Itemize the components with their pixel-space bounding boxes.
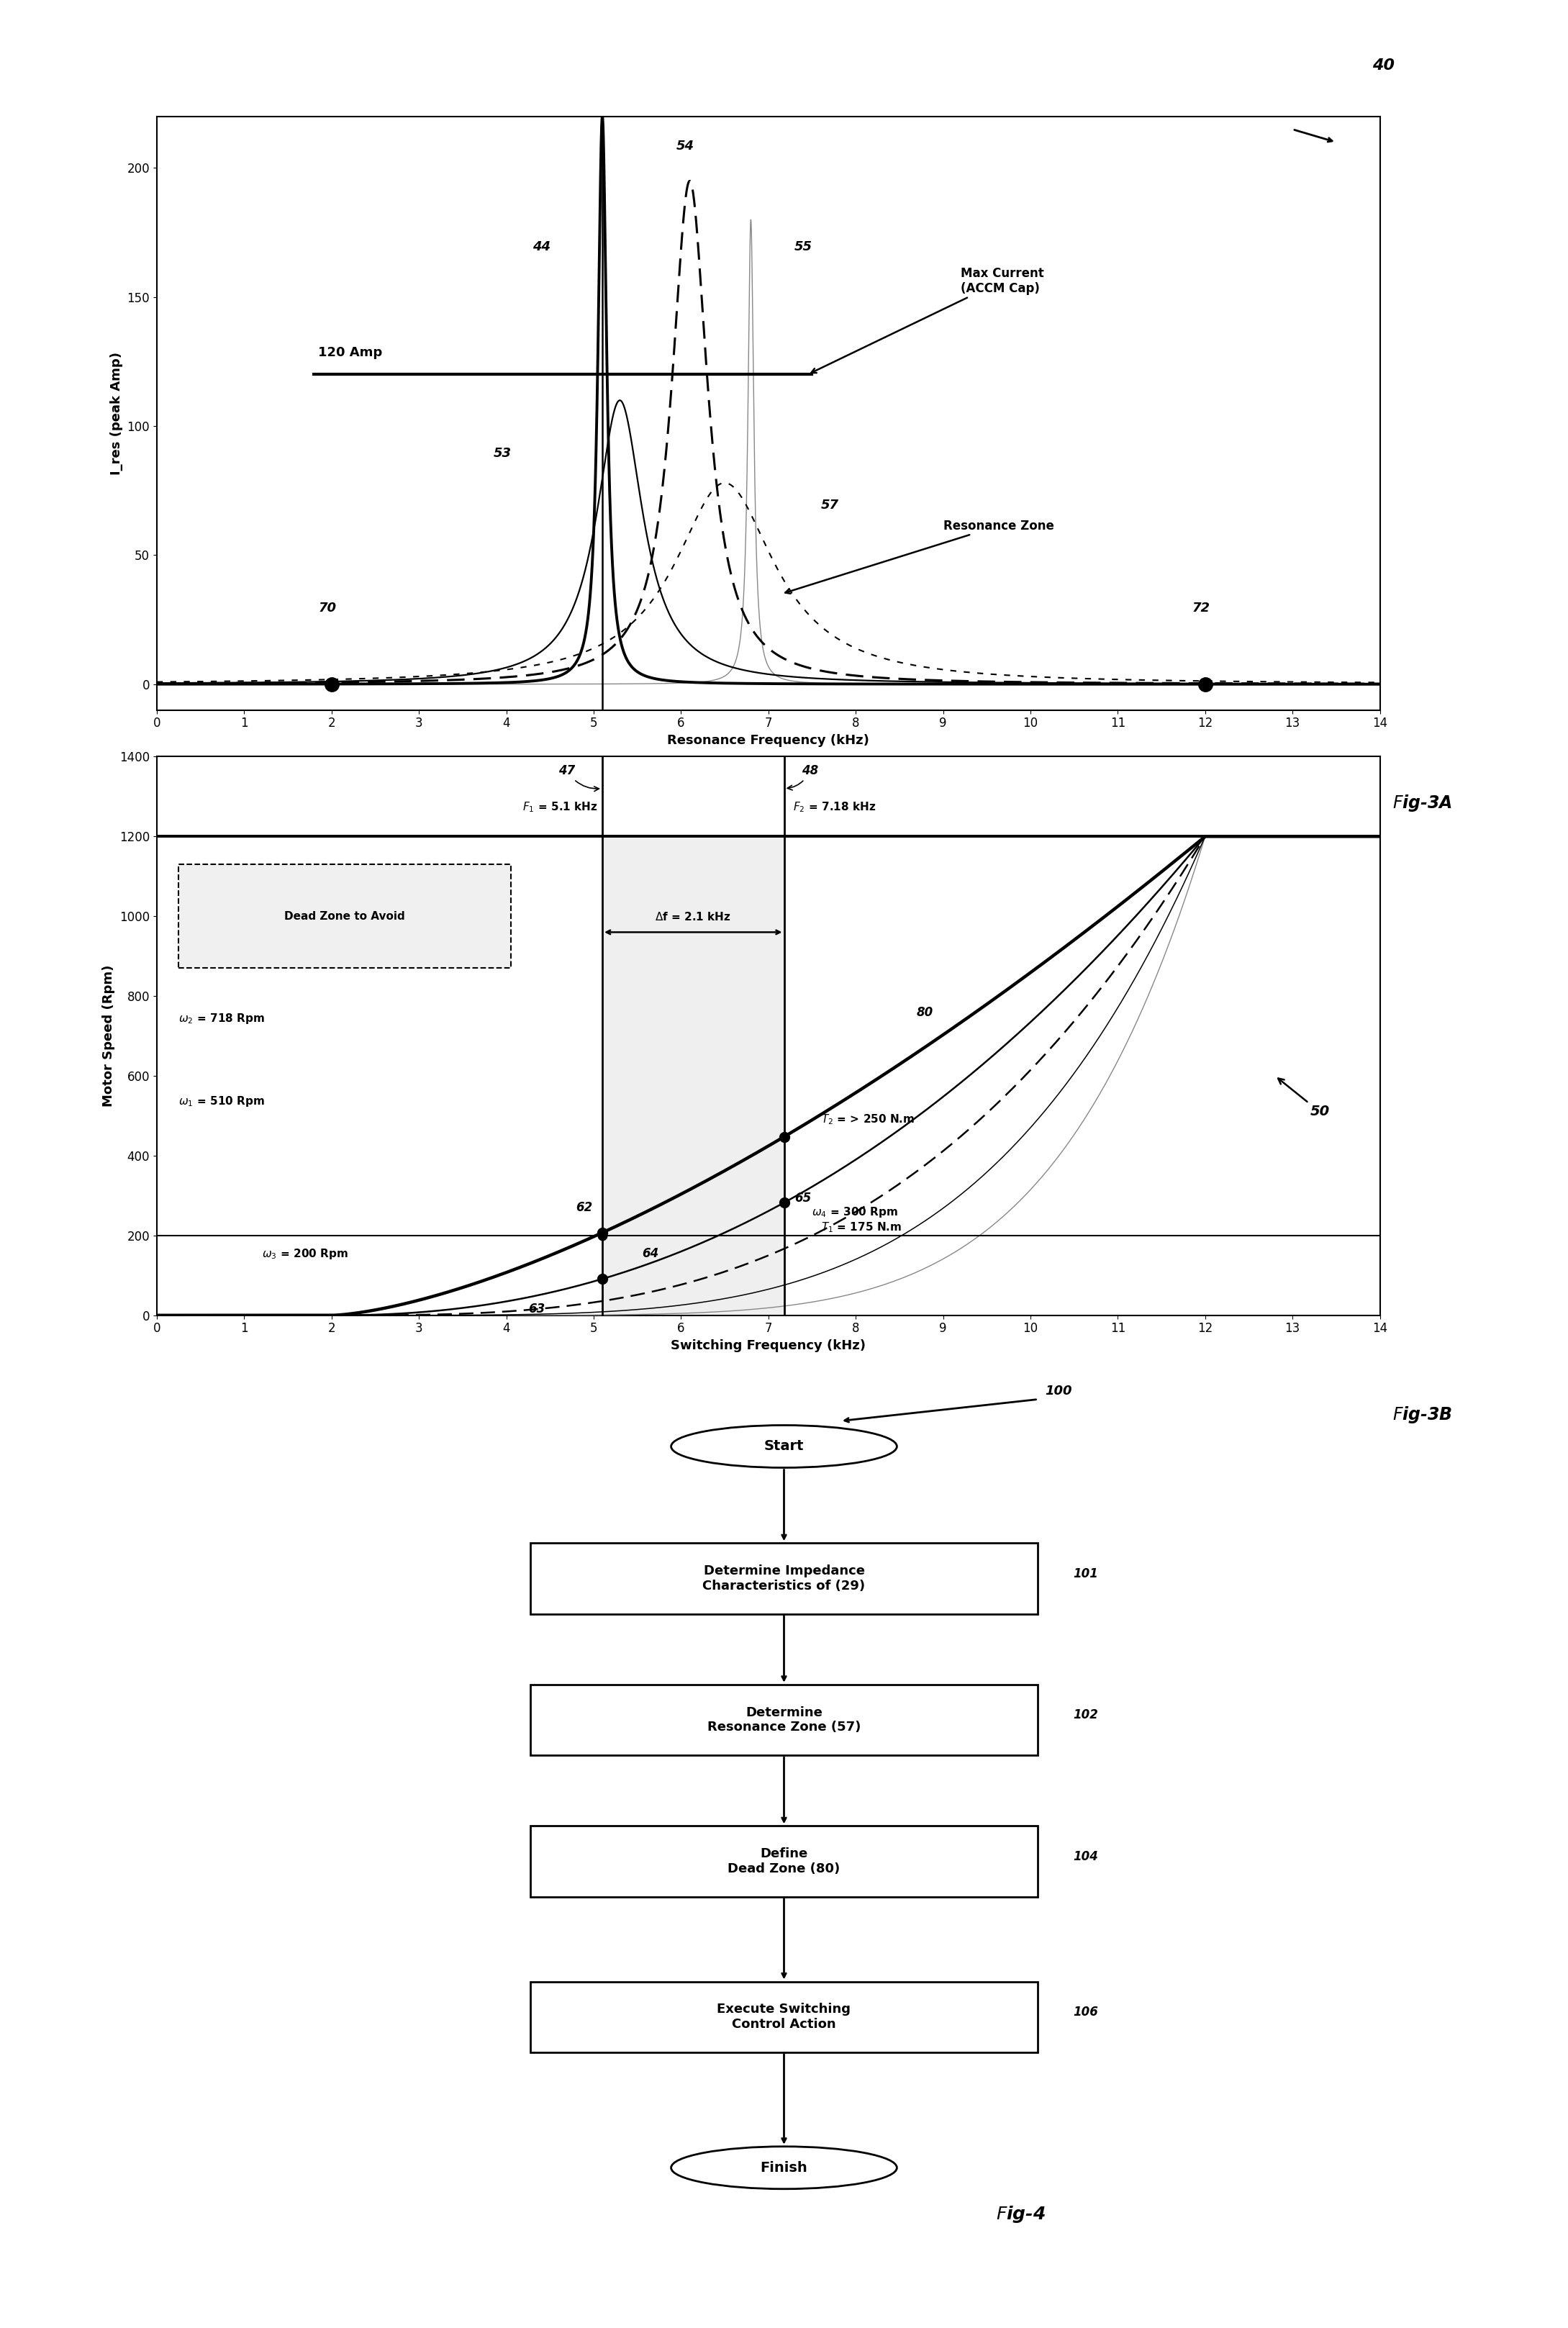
FancyBboxPatch shape: [530, 1685, 1038, 1755]
Text: Execute Switching
Control Action: Execute Switching Control Action: [717, 2002, 851, 2030]
X-axis label: Switching Frequency (kHz): Switching Frequency (kHz): [671, 1339, 866, 1353]
Text: 65: 65: [795, 1192, 811, 1204]
FancyBboxPatch shape: [530, 1543, 1038, 1613]
Text: Dead Zone to Avoid: Dead Zone to Avoid: [284, 910, 405, 922]
X-axis label: Resonance Frequency (kHz): Resonance Frequency (kHz): [668, 733, 869, 747]
Text: Finish: Finish: [760, 2160, 808, 2174]
Text: 62: 62: [575, 1201, 593, 1213]
Text: $\omega_3$ = 200 Rpm: $\omega_3$ = 200 Rpm: [262, 1248, 348, 1262]
Text: Define
Dead Zone (80): Define Dead Zone (80): [728, 1848, 840, 1876]
Text: 70: 70: [318, 603, 337, 615]
Text: Max Current
(ACCM Cap): Max Current (ACCM Cap): [811, 268, 1044, 372]
Text: 40: 40: [1372, 58, 1394, 72]
Text: 48: 48: [787, 764, 818, 789]
Text: 106: 106: [1074, 2007, 1099, 2018]
Text: $\mathit{F}$ig-4: $\mathit{F}$ig-4: [996, 2205, 1046, 2226]
FancyBboxPatch shape: [179, 864, 511, 968]
Text: 102: 102: [1074, 1709, 1099, 1723]
Text: 80: 80: [917, 1006, 933, 1020]
Text: $\Delta$f = 2.1 kHz: $\Delta$f = 2.1 kHz: [655, 910, 731, 922]
Text: $\omega_4$ = 300 Rpm: $\omega_4$ = 300 Rpm: [812, 1206, 898, 1220]
Text: 104: 104: [1074, 1851, 1099, 1862]
Text: $T_2$ = > 250 N.m: $T_2$ = > 250 N.m: [820, 1113, 914, 1127]
Text: 101: 101: [1074, 1567, 1099, 1581]
Text: $F_1$ = 5.1 kHz: $F_1$ = 5.1 kHz: [522, 801, 597, 815]
Text: 55: 55: [795, 240, 812, 254]
Text: 64: 64: [641, 1248, 659, 1259]
Y-axis label: I_res (peak Amp): I_res (peak Amp): [110, 352, 122, 475]
Text: 72: 72: [1192, 603, 1210, 615]
Text: $\mathit{F}$ig-3B: $\mathit{F}$ig-3B: [1392, 1404, 1452, 1425]
Text: Determine Impedance
Characteristics of (29): Determine Impedance Characteristics of (…: [702, 1564, 866, 1592]
Text: Start: Start: [764, 1439, 804, 1453]
Text: 100: 100: [1044, 1385, 1073, 1397]
Text: $T_1$ = 175 N.m: $T_1$ = 175 N.m: [820, 1220, 902, 1234]
FancyBboxPatch shape: [530, 1825, 1038, 1897]
Text: 53: 53: [492, 447, 511, 461]
Text: 120 Amp: 120 Amp: [318, 347, 383, 359]
Text: $\mathit{F}$ig-3A: $\mathit{F}$ig-3A: [1392, 794, 1452, 812]
Ellipse shape: [671, 1425, 897, 1467]
Text: $\omega_1$ = 510 Rpm: $\omega_1$ = 510 Rpm: [179, 1094, 265, 1108]
Ellipse shape: [671, 2146, 897, 2188]
Text: 63: 63: [528, 1304, 544, 1315]
Text: 44: 44: [533, 240, 550, 254]
Text: 50: 50: [1278, 1078, 1330, 1120]
Text: $\omega_2$ = 718 Rpm: $\omega_2$ = 718 Rpm: [179, 1013, 265, 1024]
Text: 47: 47: [558, 764, 599, 792]
Text: $F_2$ = 7.18 kHz: $F_2$ = 7.18 kHz: [793, 801, 877, 815]
Y-axis label: Motor Speed (Rpm): Motor Speed (Rpm): [102, 964, 116, 1108]
Text: Resonance Zone: Resonance Zone: [786, 519, 1054, 594]
FancyBboxPatch shape: [530, 1981, 1038, 2053]
Text: 57: 57: [820, 498, 839, 512]
Text: Determine
Resonance Zone (57): Determine Resonance Zone (57): [707, 1706, 861, 1734]
Text: 54: 54: [677, 140, 695, 154]
